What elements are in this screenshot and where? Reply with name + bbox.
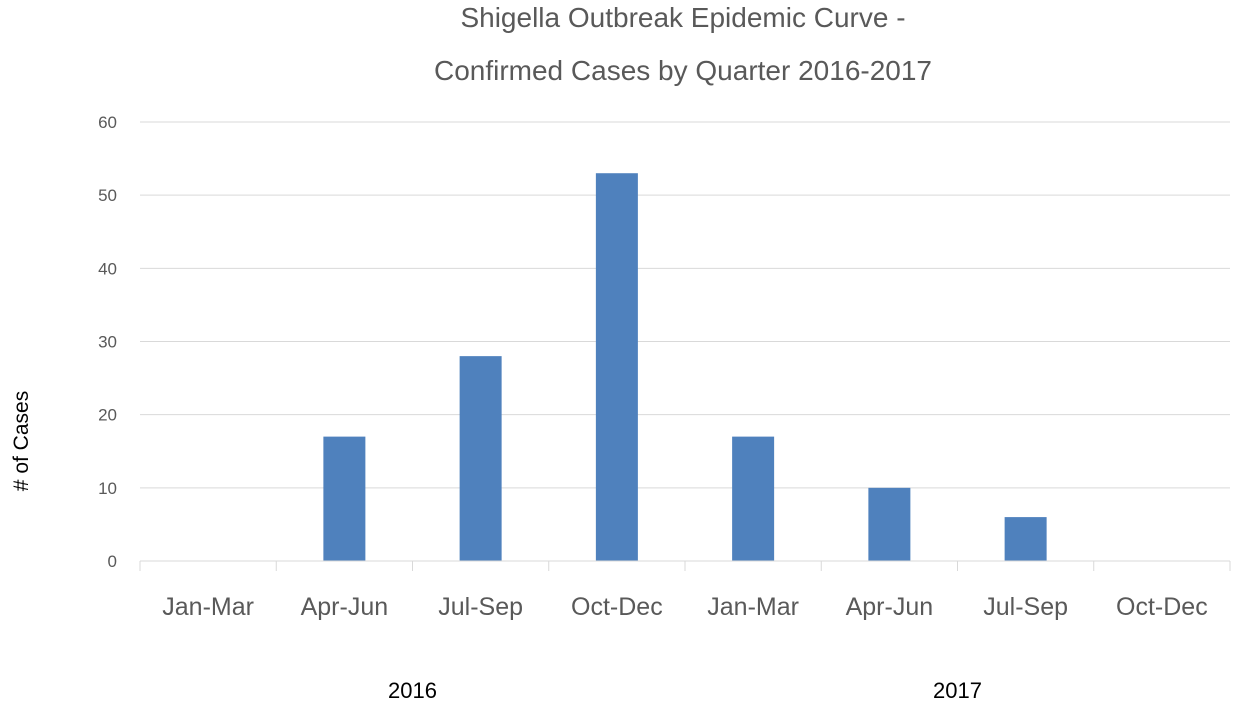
x-tick-label: Jul-Sep [438,593,523,621]
y-tick-label: 60 [98,113,117,132]
bar-3 [459,356,502,561]
y-tick-label: 50 [98,186,117,205]
y-tick-label: 10 [98,479,117,498]
x-tick-label: Jan-Mar [162,593,254,621]
year-group-label: 2017 [933,678,982,703]
year-group-label: 2016 [388,678,437,703]
x-tick-label: Apr-Jun [846,593,934,621]
bar-4 [595,173,638,561]
y-axis-label: # of Cases [10,391,33,491]
gridlines [140,121,1230,489]
chart-title-line-2: Confirmed Cases by Quarter 2016-2017 [434,55,932,86]
bar-5 [732,436,775,561]
x-tick-label: Oct-Dec [1116,593,1208,621]
x-tick-label: Jan-Mar [707,593,799,621]
year-group-labels: 2016 2017 [388,678,982,703]
chart-title-line-1: Shigella Outbreak Epidemic Curve - [460,2,905,33]
bar-6 [868,487,911,561]
bars [323,173,1047,561]
bar-7 [1004,517,1047,561]
x-tick-label: Jul-Sep [983,593,1068,621]
x-tick-labels: Jan-Mar Apr-Jun Jul-Sep Oct-Dec Jan-Mar Apr-J… [162,593,1207,621]
x-tick-label: Oct-Dec [571,593,663,621]
y-tick-labels: 0 10 20 30 40 50 60 [98,113,117,571]
x-tick-label: Apr-Jun [301,593,389,621]
y-tick-label: 30 [98,333,117,352]
bar-2 [323,436,366,561]
y-tick-label: 0 [108,552,117,571]
y-tick-label: 20 [98,406,117,425]
x-axis [139,560,1231,571]
y-tick-label: 40 [98,259,117,278]
